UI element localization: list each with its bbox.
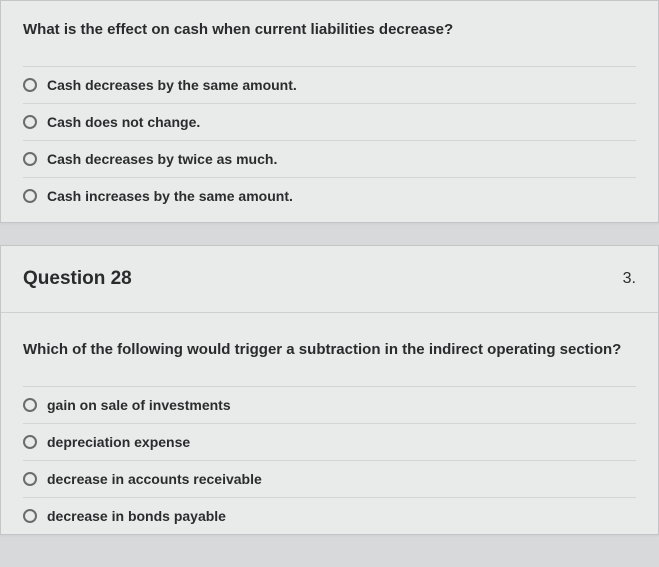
radio-icon[interactable] <box>23 78 37 92</box>
option-label: decrease in bonds payable <box>47 508 226 524</box>
radio-icon[interactable] <box>23 398 37 412</box>
radio-icon[interactable] <box>23 189 37 203</box>
option-label: Cash decreases by the same amount. <box>47 77 297 93</box>
question-prompt: What is the effect on cash when current … <box>1 1 658 66</box>
option-label: Cash increases by the same amount. <box>47 188 293 204</box>
option-label: Cash decreases by twice as much. <box>47 151 277 167</box>
option-row[interactable]: Cash does not change. <box>23 103 636 140</box>
question-points: 3. <box>623 270 636 288</box>
radio-icon[interactable] <box>23 115 37 129</box>
option-label: gain on sale of investments <box>47 397 231 413</box>
radio-icon[interactable] <box>23 152 37 166</box>
question-header: Question 28 3. <box>1 246 658 313</box>
radio-icon[interactable] <box>23 472 37 486</box>
radio-icon[interactable] <box>23 435 37 449</box>
question-card-27: What is the effect on cash when current … <box>0 0 659 223</box>
option-row[interactable]: depreciation expense <box>23 423 636 460</box>
question-prompt: Which of the following would trigger a s… <box>1 313 658 386</box>
option-row[interactable]: Cash decreases by twice as much. <box>23 140 636 177</box>
options-list: Cash decreases by the same amount. Cash … <box>1 66 658 222</box>
question-body: Which of the following would trigger a s… <box>1 313 658 534</box>
question-title: Question 28 <box>23 268 132 290</box>
option-row[interactable]: decrease in bonds payable <box>23 497 636 534</box>
option-label: Cash does not change. <box>47 114 200 130</box>
options-list: gain on sale of investments depreciation… <box>1 386 658 534</box>
option-label: depreciation expense <box>47 434 190 450</box>
option-row[interactable]: Cash increases by the same amount. <box>23 177 636 214</box>
option-label: decrease in accounts receivable <box>47 471 262 487</box>
option-row[interactable]: gain on sale of investments <box>23 386 636 423</box>
option-row[interactable]: Cash decreases by the same amount. <box>23 66 636 103</box>
radio-icon[interactable] <box>23 509 37 523</box>
question-card-28: Question 28 3. Which of the following wo… <box>0 245 659 535</box>
option-row[interactable]: decrease in accounts receivable <box>23 460 636 497</box>
